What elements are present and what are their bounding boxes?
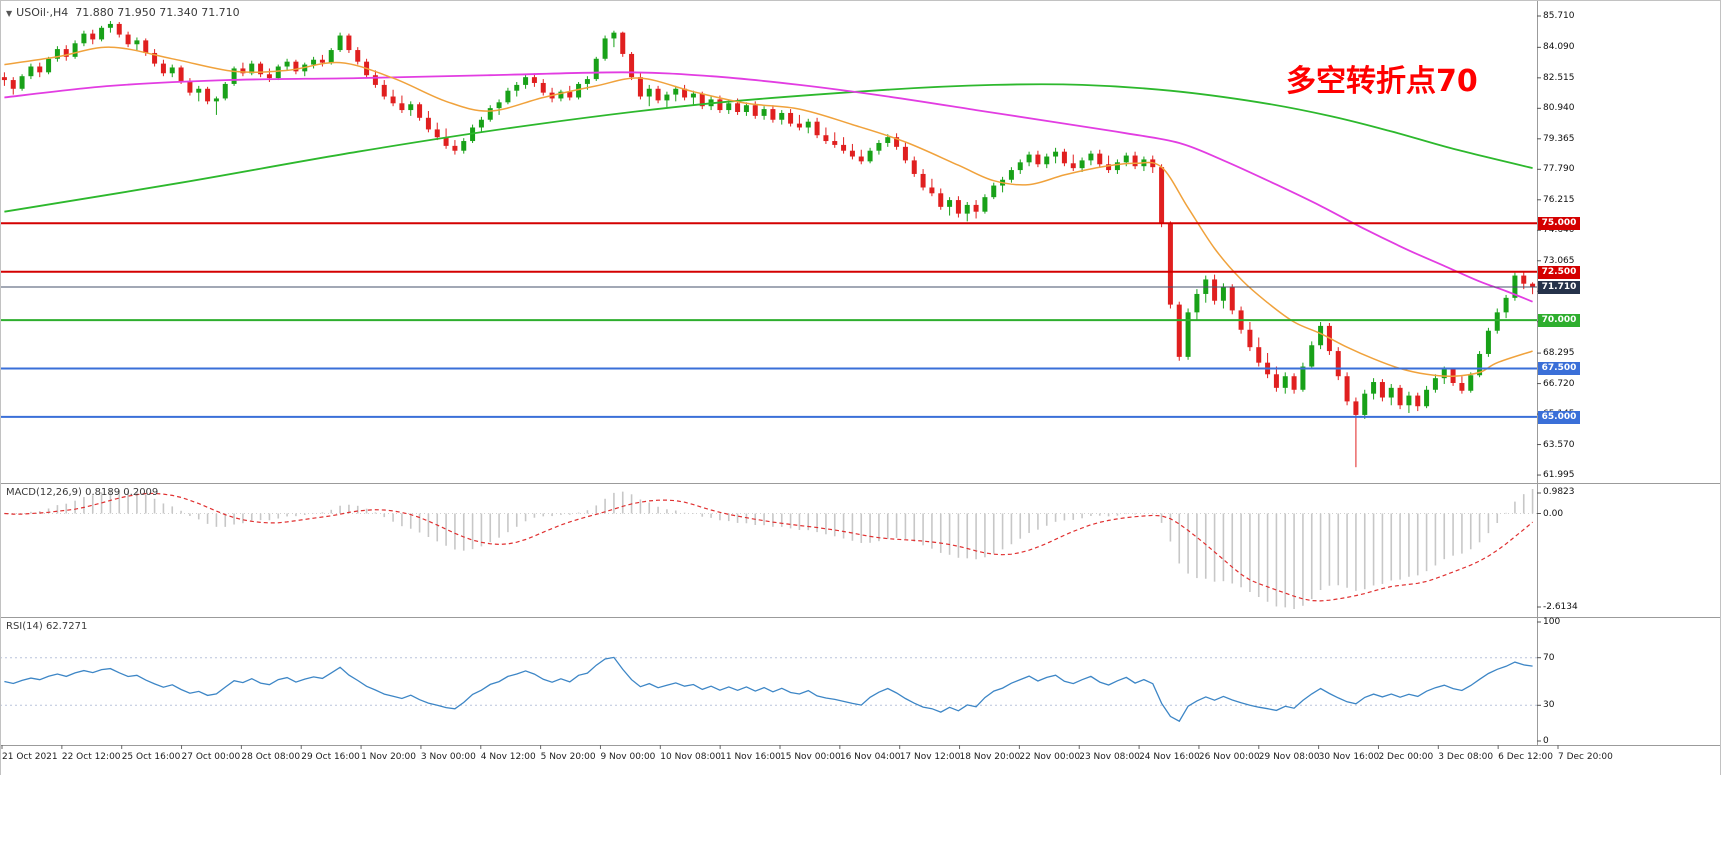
rsi-tick-label: 0: [1543, 736, 1549, 746]
price-tick-label: 85.710: [1543, 10, 1575, 21]
panel-separators: [0, 0, 1721, 775]
price-level-badge: 72.500: [1538, 265, 1580, 279]
date-tick-label: 3 Dec 08:00: [1438, 752, 1494, 762]
date-tick-label: 21 Oct 2021: [2, 752, 58, 762]
date-tick-label: 1 Nov 20:00: [361, 752, 417, 762]
date-tick-label: 2 Dec 00:00: [1378, 752, 1434, 762]
candles-layer: [1, 21, 1536, 468]
date-tick-label: 10 Nov 08:00: [660, 752, 721, 762]
rsi-tick-label: 30: [1543, 700, 1555, 711]
price-tick-label: 84.090: [1543, 42, 1575, 53]
macd-tick-label: 0.9823: [1543, 487, 1575, 497]
time-axis[interactable]: 21 Oct 2021 22 Oct 12:00 25 Oct 16:00 27 Oc…: [0, 745, 1721, 775]
price-tick-label: 80.940: [1543, 103, 1575, 114]
date-tick-label: 5 Nov 20:00: [540, 752, 596, 762]
price-tick-label: 73.065: [1543, 255, 1575, 266]
macd-tick-label: -2.6134: [1543, 602, 1578, 612]
ma-fast-orange: [4, 46, 1533, 378]
date-tick-label: 22 Nov 00:00: [1019, 752, 1081, 762]
macd-signal-line: [4, 492, 1533, 602]
date-tick-label: 30 Nov 16:00: [1318, 752, 1380, 762]
date-tick-label: 3 Nov 00:00: [420, 752, 476, 762]
price-tick-label: 77.790: [1543, 164, 1575, 175]
date-tick-label: 22 Oct 12:00: [61, 752, 121, 762]
date-tick-label: 26 Nov 00:00: [1198, 752, 1260, 762]
price-tick-label: 82.515: [1543, 72, 1575, 83]
ma-long-green: [4, 83, 1533, 213]
date-tick-label: 29 Nov 08:00: [1258, 752, 1320, 762]
date-tick-label: 17 Nov 12:00: [899, 752, 961, 762]
axis-tick-marks: [1, 15, 1559, 749]
chart-header: ▼ USOil·,H4 71.880 71.950 71.340 71.710: [6, 6, 240, 19]
trend-annotation[interactable]: 多空转折点70: [1286, 64, 1478, 99]
price-tick-label: 68.295: [1543, 348, 1575, 359]
price-tick-label: 79.365: [1543, 133, 1575, 144]
date-tick-label: 29 Oct 16:00: [301, 752, 360, 762]
current-price-badge: 71.710: [1538, 280, 1580, 294]
rsi-line: [4, 656, 1533, 723]
ohlc-values: 71.880 71.950 71.340 71.710: [75, 6, 240, 19]
date-tick-label: 9 Nov 00:00: [600, 752, 656, 762]
date-tick-label: 4 Nov 12:00: [480, 752, 536, 762]
price-axis[interactable]: 85.710 84.090 82.515 80.940 79.365 77.790 76.2…: [1537, 0, 1721, 746]
price-level-badge: 65.000: [1538, 410, 1580, 424]
chart-canvas[interactable]: [0, 0, 1721, 775]
symbol-dropdown-icon[interactable]: ▼: [6, 9, 13, 18]
date-tick-label: 15 Nov 00:00: [780, 752, 841, 762]
macd-panel: [0, 489, 1537, 609]
price-level-badge: 67.500: [1538, 362, 1580, 376]
rsi-tick-label: 70: [1543, 652, 1555, 663]
ma-mid-magenta: [4, 71, 1533, 303]
price-level-badge: 75.000: [1538, 217, 1580, 231]
date-tick-label: 27 Oct 00:00: [181, 752, 241, 762]
date-tick-label: 16 Nov 04:00: [839, 752, 901, 762]
date-tick-label: 28 Oct 08:00: [241, 752, 301, 762]
price-tick-label: 66.720: [1543, 378, 1575, 389]
price-tick-label: 76.215: [1543, 194, 1575, 205]
rsi-tick-label: 100: [1543, 617, 1561, 627]
price-tick-label: 61.995: [1543, 470, 1575, 481]
rsi-panel: [0, 656, 1537, 723]
date-tick-label: 23 Nov 08:00: [1079, 752, 1140, 762]
date-tick-label: 11 Nov 16:00: [720, 752, 781, 762]
macd-indicator-label: MACD(12,26,9) 0.8189 0.2009: [6, 487, 159, 498]
date-tick-label: 24 Nov 16:00: [1139, 752, 1200, 762]
date-tick-label: 18 Nov 20:00: [959, 752, 1021, 762]
date-tick-label: 7 Dec 20:00: [1558, 752, 1613, 762]
macd-tick-label: 0.00: [1543, 508, 1564, 519]
rsi-indicator-label: RSI(14) 62.7271: [6, 621, 88, 632]
symbol-title: USOil·,H4: [16, 6, 69, 19]
price-level-badge: 70.000: [1538, 314, 1580, 328]
price-tick-label: 63.570: [1543, 439, 1575, 450]
date-tick-label: 25 Oct 16:00: [121, 752, 181, 762]
date-tick-label: 6 Dec 12:00: [1498, 752, 1553, 762]
